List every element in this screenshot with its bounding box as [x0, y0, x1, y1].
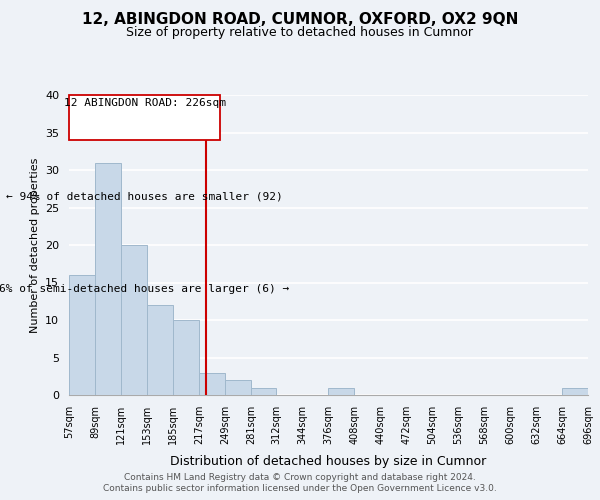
Text: Size of property relative to detached houses in Cumnor: Size of property relative to detached ho… [127, 26, 473, 39]
Bar [173, 320, 199, 395]
Bar [328, 388, 354, 395]
Bar [562, 388, 588, 395]
Y-axis label: Number of detached properties: Number of detached properties [29, 158, 40, 332]
Text: 12, ABINGDON ROAD, CUMNOR, OXFORD, OX2 9QN: 12, ABINGDON ROAD, CUMNOR, OXFORD, OX2 9… [82, 12, 518, 28]
Bar [147, 305, 173, 395]
Bar [199, 372, 225, 395]
Bar [225, 380, 251, 395]
Text: 6% of semi-detached houses are larger (6) →: 6% of semi-detached houses are larger (6… [0, 284, 290, 294]
Bar [251, 388, 276, 395]
FancyBboxPatch shape [69, 95, 220, 140]
Bar [95, 162, 121, 395]
Text: Contains public sector information licensed under the Open Government Licence v3: Contains public sector information licen… [103, 484, 497, 493]
Text: Contains HM Land Registry data © Crown copyright and database right 2024.: Contains HM Land Registry data © Crown c… [124, 472, 476, 482]
Bar [121, 245, 147, 395]
Bar [69, 275, 95, 395]
Text: ← 94% of detached houses are smaller (92): ← 94% of detached houses are smaller (92… [6, 191, 283, 201]
Text: 12 ABINGDON ROAD: 226sqm: 12 ABINGDON ROAD: 226sqm [64, 98, 226, 108]
X-axis label: Distribution of detached houses by size in Cumnor: Distribution of detached houses by size … [170, 455, 487, 468]
